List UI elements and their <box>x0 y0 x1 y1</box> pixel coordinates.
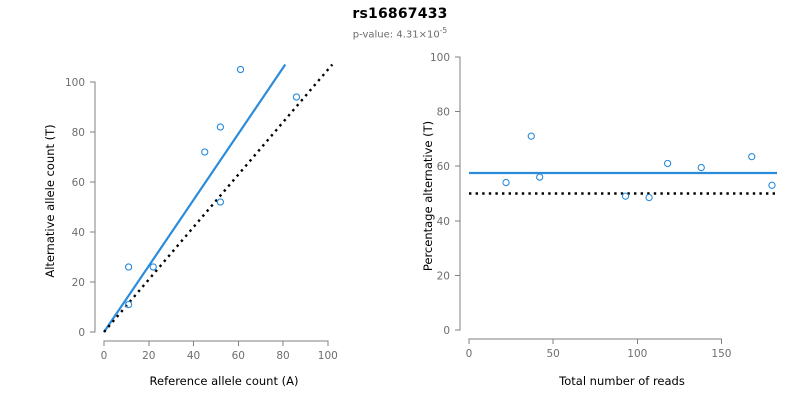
data-point <box>236 65 245 74</box>
data-point <box>292 93 301 101</box>
x-tick-label: 100 <box>318 350 338 362</box>
left-data-points <box>124 65 301 309</box>
left-axes: 0 20 40 60 80 100 0 20 40 60 80 100 <box>65 77 338 362</box>
y-tick-label: 80 <box>437 107 450 119</box>
y-tick-label: 100 <box>430 52 450 64</box>
pvalue-exponent: -5 <box>439 26 448 35</box>
allele-counts-plot: 0 20 40 60 80 100 0 20 40 60 80 100 Reference allel… <box>43 63 338 388</box>
data-point <box>216 123 225 131</box>
data-point <box>124 300 133 309</box>
x-tick-label: 40 <box>187 350 200 362</box>
y-tick-label: 60 <box>72 177 85 189</box>
data-point <box>124 263 133 271</box>
percentage-alternative-plot: 0 50 100 150 0 20 40 60 80 100 Total number of re… <box>421 52 777 388</box>
panel-percentage-alternative: 0 50 100 150 0 20 40 60 80 100 Total number of re… <box>400 0 800 400</box>
y-tick-label: 0 <box>78 327 85 339</box>
x-tick-label: 0 <box>466 348 473 360</box>
fit-line <box>103 63 287 333</box>
data-point <box>536 173 544 181</box>
data-point <box>768 181 776 189</box>
x-tick-label: 0 <box>101 350 108 362</box>
page-title: rs16867433 <box>352 6 448 22</box>
pvalue-subtitle: p-value: 4.31×10-5 <box>0 26 800 40</box>
x-tick-label: 150 <box>711 348 731 360</box>
panel-allele-counts: 0 20 40 60 80 100 0 20 40 60 80 100 Reference allel… <box>43 63 338 388</box>
y-tick-label: 40 <box>437 216 450 228</box>
x-axis-line <box>468 338 722 344</box>
data-point <box>149 263 157 271</box>
data-point <box>527 132 535 140</box>
x-tick-label: 80 <box>276 350 289 362</box>
data-point <box>663 159 672 168</box>
right-x-axis-title: Total number of reads <box>558 374 685 388</box>
left-x-axis-title: Reference allele count (A) <box>150 374 299 388</box>
right-trend-lines <box>469 171 777 195</box>
y-axis-line <box>90 81 96 333</box>
y-tick-label: 100 <box>65 77 85 89</box>
x-tick-label: 20 <box>142 350 155 362</box>
data-point <box>216 198 225 206</box>
y-tick-label: 0 <box>443 325 450 337</box>
x-tick-label: 100 <box>627 348 647 360</box>
data-point <box>697 163 705 172</box>
left-trend-lines <box>103 63 334 333</box>
right-axes: 0 50 100 150 0 20 40 60 80 100 <box>430 52 732 360</box>
x-axis-line <box>103 340 329 346</box>
data-point <box>502 178 510 187</box>
data-point <box>645 193 653 202</box>
data-point <box>621 192 630 200</box>
pvalue-text: p-value: 4.31×10 <box>352 29 440 41</box>
y-tick-label: 20 <box>72 277 85 289</box>
y-axis-line <box>455 56 461 331</box>
reference-line <box>103 63 334 333</box>
y-tick-label: 20 <box>437 270 450 282</box>
y-tick-label: 60 <box>437 161 450 173</box>
data-point <box>201 148 209 156</box>
y-tick-label: 40 <box>72 227 85 239</box>
left-y-axis-title: Alternative allele count (T) <box>43 124 57 277</box>
x-tick-label: 50 <box>546 348 559 360</box>
x-tick-label: 60 <box>232 350 245 362</box>
data-point <box>748 152 756 161</box>
y-tick-label: 80 <box>72 127 85 139</box>
right-y-axis-title: Percentage alternative (T) <box>421 121 435 271</box>
right-data-points <box>502 132 776 202</box>
